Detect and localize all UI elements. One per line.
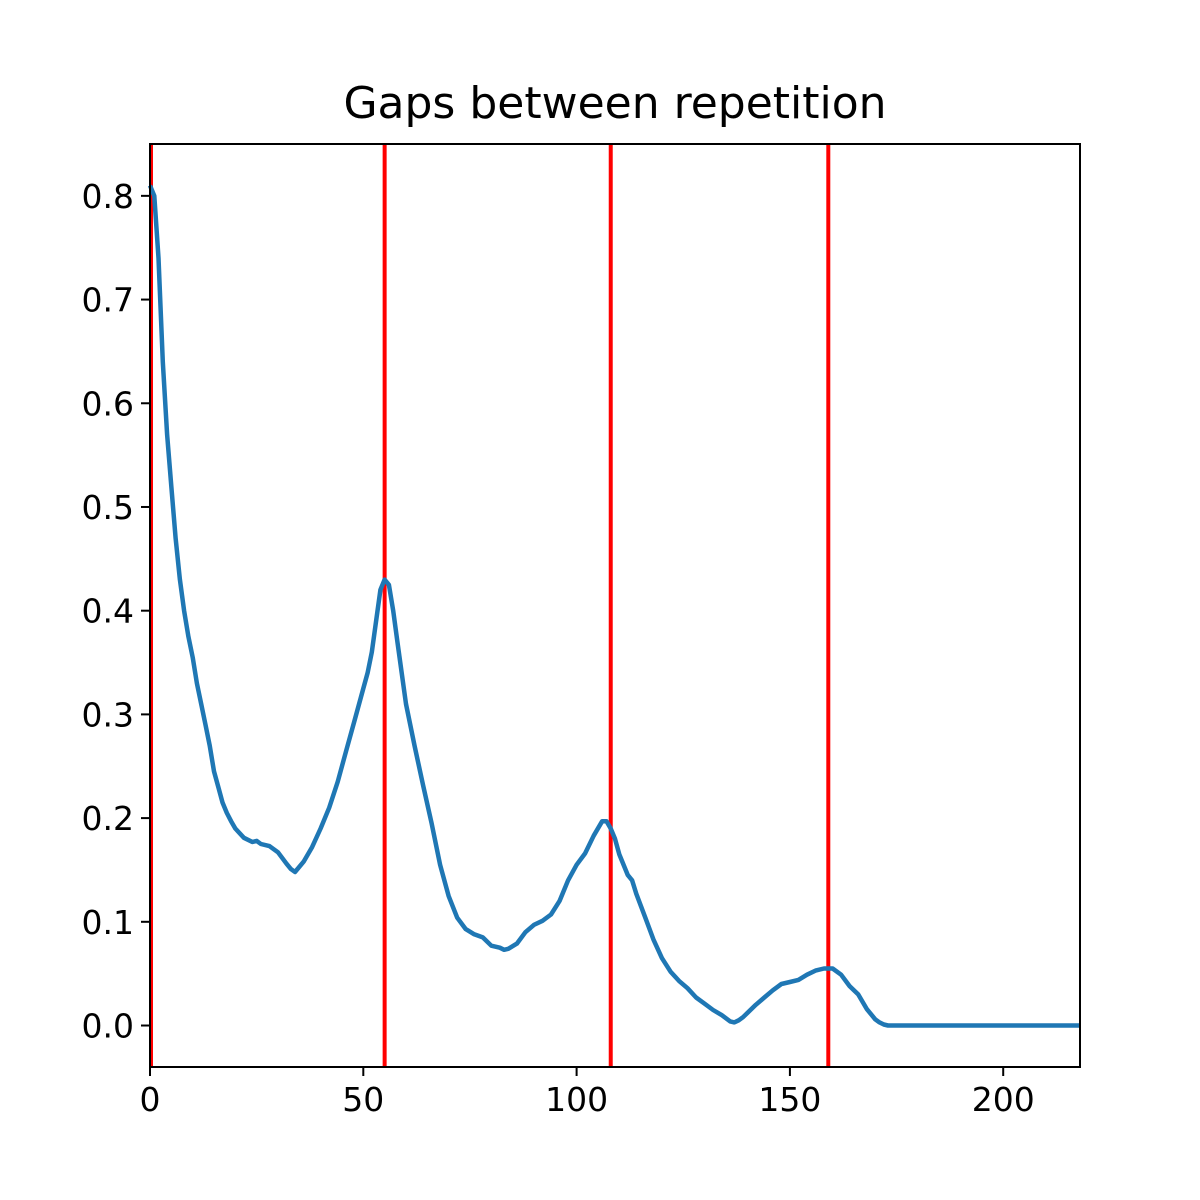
y-tick-label-4: 0.4 <box>82 592 134 631</box>
y-tick-label-1: 0.1 <box>82 903 134 942</box>
x-tick-label-3: 150 <box>758 1080 821 1119</box>
y-tick-label-7: 0.7 <box>82 281 134 320</box>
y-tick-label-6: 0.6 <box>82 384 134 423</box>
y-tick-label-8: 0.8 <box>82 177 134 216</box>
series-layer <box>147 184 1080 1028</box>
y-tick-label-0: 0.0 <box>82 1007 134 1046</box>
x-tick-label-0: 0 <box>140 1080 161 1119</box>
y-tick-label-3: 0.3 <box>82 695 134 734</box>
series-line-0 <box>147 184 1080 1028</box>
y-tick-label-2: 0.2 <box>82 799 134 838</box>
x-tick-label-4: 200 <box>972 1080 1035 1119</box>
axis-ticks: 0 50 100 150 200 0.0 0.1 0.2 0.3 0.4 0.5 0.6 0.7 0.8 <box>82 177 1035 1119</box>
x-tick-label-1: 50 <box>342 1080 384 1119</box>
x-tick-label-2: 100 <box>545 1080 608 1119</box>
y-tick-label-5: 0.5 <box>82 488 134 527</box>
plot-frame <box>149 143 1081 1068</box>
chart-title: Gaps between repetition <box>343 78 886 129</box>
